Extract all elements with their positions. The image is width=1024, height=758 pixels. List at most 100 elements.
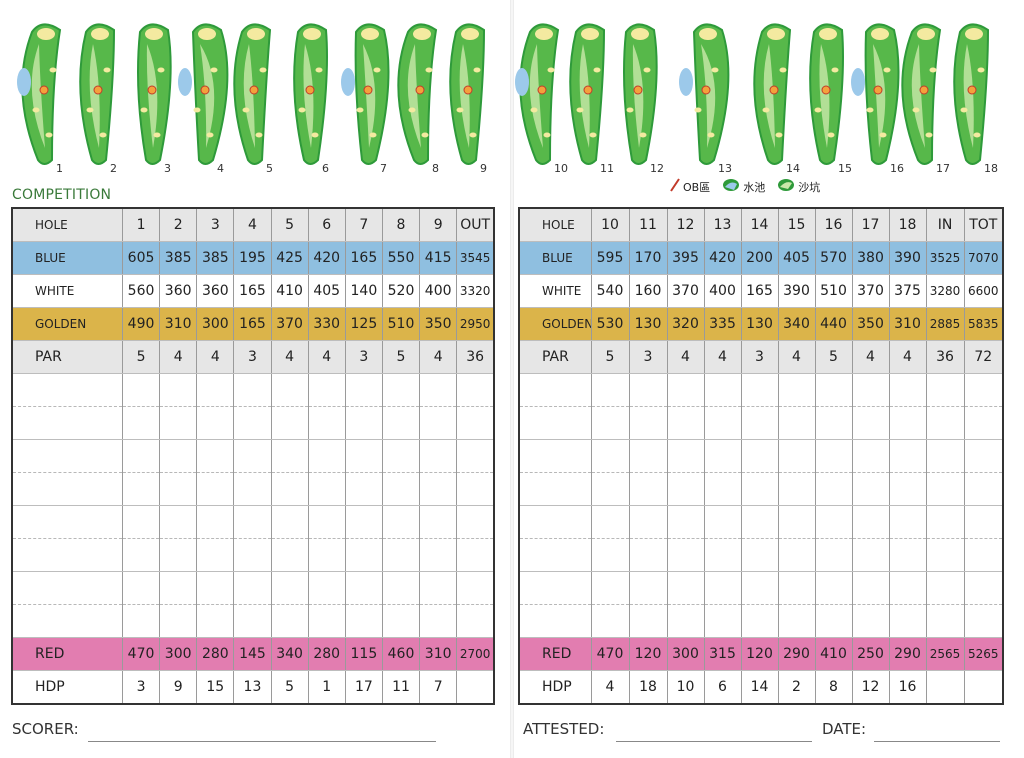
score-cell[interactable]	[666, 472, 704, 506]
score-cell[interactable]	[519, 505, 592, 539]
score-cell[interactable]	[159, 571, 197, 605]
score-cell[interactable]	[963, 538, 1003, 572]
score-cell[interactable]	[233, 472, 272, 506]
score-cell[interactable]	[419, 439, 457, 473]
score-cell[interactable]	[196, 538, 234, 572]
score-cell[interactable]	[925, 538, 964, 572]
score-cell[interactable]	[456, 439, 494, 473]
score-cell[interactable]	[740, 406, 778, 440]
player-score-row[interactable]	[519, 538, 1003, 572]
score-cell[interactable]	[381, 538, 420, 572]
score-cell[interactable]	[270, 571, 309, 605]
score-cell[interactable]	[963, 472, 1003, 506]
score-cell[interactable]	[703, 538, 741, 572]
score-cell[interactable]	[519, 604, 592, 638]
score-cell[interactable]	[851, 604, 889, 638]
score-cell[interactable]	[159, 406, 197, 440]
score-cell[interactable]	[814, 538, 852, 572]
score-cell[interactable]	[888, 505, 926, 539]
score-cell[interactable]	[196, 505, 234, 539]
score-cell[interactable]	[270, 505, 309, 539]
score-cell[interactable]	[628, 472, 667, 506]
score-cell[interactable]	[419, 604, 457, 638]
score-cell[interactable]	[519, 406, 592, 440]
score-cell[interactable]	[233, 538, 272, 572]
score-cell[interactable]	[344, 439, 383, 473]
score-cell[interactable]	[344, 406, 383, 440]
score-cell[interactable]	[666, 538, 704, 572]
score-cell[interactable]	[666, 406, 704, 440]
scorer-signature-line[interactable]	[88, 741, 436, 742]
score-cell[interactable]	[12, 373, 123, 407]
score-cell[interactable]	[590, 373, 629, 407]
player-score-row[interactable]	[519, 406, 1003, 440]
score-cell[interactable]	[888, 373, 926, 407]
score-cell[interactable]	[925, 373, 964, 407]
score-cell[interactable]	[196, 406, 234, 440]
score-cell[interactable]	[121, 538, 160, 572]
score-cell[interactable]	[740, 571, 778, 605]
score-cell[interactable]	[740, 505, 778, 539]
score-cell[interactable]	[963, 604, 1003, 638]
score-cell[interactable]	[814, 373, 852, 407]
score-cell[interactable]	[814, 505, 852, 539]
score-cell[interactable]	[519, 538, 592, 572]
score-cell[interactable]	[851, 406, 889, 440]
date-line[interactable]	[874, 741, 1000, 742]
score-cell[interactable]	[456, 406, 494, 440]
score-cell[interactable]	[740, 439, 778, 473]
score-cell[interactable]	[270, 604, 309, 638]
score-cell[interactable]	[590, 472, 629, 506]
score-cell[interactable]	[888, 571, 926, 605]
score-cell[interactable]	[851, 439, 889, 473]
player-score-row[interactable]	[12, 538, 494, 572]
score-cell[interactable]	[381, 373, 420, 407]
score-cell[interactable]	[888, 538, 926, 572]
score-cell[interactable]	[519, 571, 592, 605]
score-cell[interactable]	[159, 373, 197, 407]
score-cell[interactable]	[307, 538, 346, 572]
score-cell[interactable]	[456, 538, 494, 572]
score-cell[interactable]	[628, 604, 667, 638]
score-cell[interactable]	[381, 439, 420, 473]
score-cell[interactable]	[777, 604, 815, 638]
player-score-row[interactable]	[12, 505, 494, 539]
score-cell[interactable]	[925, 604, 964, 638]
score-cell[interactable]	[703, 505, 741, 539]
score-cell[interactable]	[888, 406, 926, 440]
player-score-row[interactable]	[519, 571, 1003, 605]
score-cell[interactable]	[814, 439, 852, 473]
score-cell[interactable]	[666, 439, 704, 473]
score-cell[interactable]	[12, 505, 123, 539]
score-cell[interactable]	[233, 505, 272, 539]
player-score-row[interactable]	[12, 406, 494, 440]
score-cell[interactable]	[740, 373, 778, 407]
score-cell[interactable]	[851, 505, 889, 539]
score-cell[interactable]	[590, 439, 629, 473]
score-cell[interactable]	[740, 472, 778, 506]
score-cell[interactable]	[703, 406, 741, 440]
score-cell[interactable]	[233, 373, 272, 407]
score-cell[interactable]	[307, 571, 346, 605]
score-cell[interactable]	[419, 472, 457, 506]
score-cell[interactable]	[196, 373, 234, 407]
score-cell[interactable]	[703, 472, 741, 506]
score-cell[interactable]	[121, 505, 160, 539]
score-cell[interactable]	[963, 505, 1003, 539]
score-cell[interactable]	[590, 406, 629, 440]
score-cell[interactable]	[159, 439, 197, 473]
score-cell[interactable]	[159, 538, 197, 572]
score-cell[interactable]	[628, 571, 667, 605]
score-cell[interactable]	[777, 406, 815, 440]
score-cell[interactable]	[666, 604, 704, 638]
score-cell[interactable]	[703, 439, 741, 473]
score-cell[interactable]	[628, 439, 667, 473]
score-cell[interactable]	[590, 538, 629, 572]
score-cell[interactable]	[121, 373, 160, 407]
player-score-row[interactable]	[519, 604, 1003, 638]
score-cell[interactable]	[628, 406, 667, 440]
score-cell[interactable]	[419, 505, 457, 539]
score-cell[interactable]	[777, 439, 815, 473]
score-cell[interactable]	[628, 505, 667, 539]
score-cell[interactable]	[270, 406, 309, 440]
